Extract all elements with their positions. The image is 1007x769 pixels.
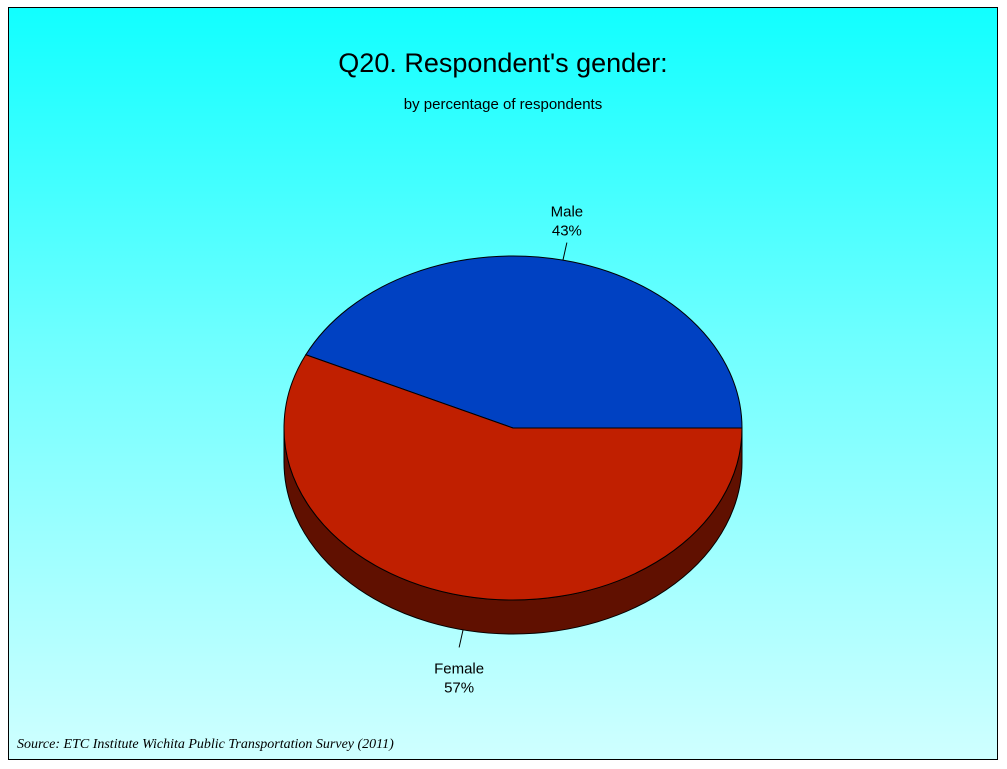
chart-subtitle: by percentage of respondents — [403, 96, 603, 113]
chart-title: Q20. Respondent's gender: — [338, 48, 668, 78]
leader-line-female — [458, 629, 464, 648]
source-note: Source: ETC Institute Wichita Public Tra… — [17, 737, 394, 752]
slice-label-male: Male — [551, 204, 584, 221]
slice-value-female: 57% — [444, 679, 474, 696]
pie-slice-female — [283, 354, 743, 601]
pie-slice-male — [305, 255, 743, 429]
chart-frame: Q20. Respondent's gender: by percentage … — [8, 7, 998, 760]
slice-value-male: 43% — [552, 223, 582, 240]
slice-label-female: Female — [434, 660, 484, 677]
pie-chart: Male 43% Female 57% — [283, 204, 743, 696]
leader-line-male — [562, 242, 568, 261]
